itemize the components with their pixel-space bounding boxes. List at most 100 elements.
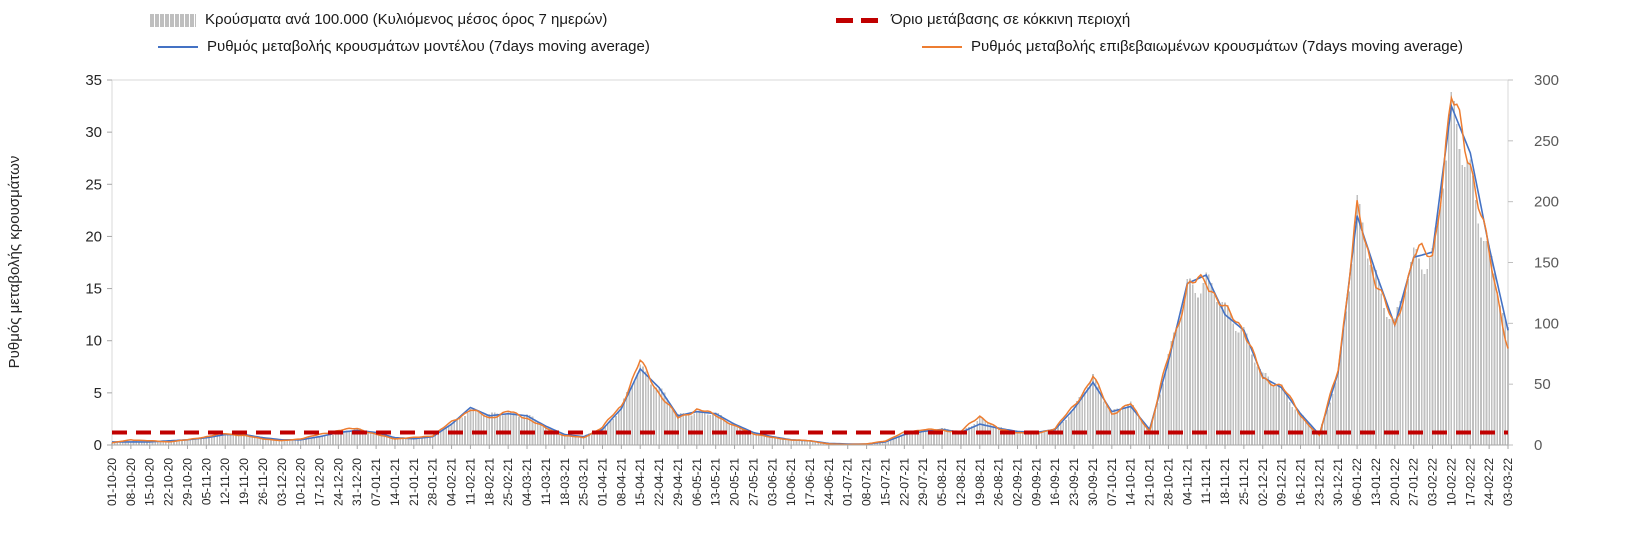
bar [752,432,755,445]
bar [1159,394,1162,445]
bar [1493,273,1496,445]
right-axis-tick-label: 0 [1534,437,1542,454]
bar [585,434,588,445]
bar [1418,258,1420,445]
bar [687,415,690,445]
bar [526,414,528,445]
bar [604,425,607,445]
bar [628,388,631,445]
bar [1329,402,1331,445]
bar [208,436,210,445]
bar [429,437,431,445]
bar [1013,431,1016,445]
bar [755,432,757,445]
bar [364,430,367,445]
bar [1213,294,1216,445]
x-axis-tick-label: 14-10-21 [1124,458,1138,506]
bar [1067,416,1070,445]
bar [351,430,353,445]
bar [1140,420,1143,445]
bar [1148,430,1151,445]
bar [251,435,253,445]
bar [1189,278,1191,445]
bar [154,441,156,445]
bar [380,433,383,445]
bar [342,430,345,445]
bar [1032,432,1035,445]
bar [1439,205,1442,445]
bar [1326,409,1329,445]
x-axis-tick-label: 18-11-21 [1218,458,1232,505]
bar [898,436,900,445]
bar [418,438,421,445]
x-axis-tick-label: 15-10-20 [143,458,157,506]
x-axis-tick-label: 19-11-20 [237,458,251,505]
x-axis-tick-label: 22-07-21 [897,458,911,506]
bar [1437,214,1439,445]
x-axis-tick-label: 16-09-21 [1048,458,1062,506]
bar [167,441,170,445]
bar [1434,227,1437,445]
bar [534,419,536,445]
x-axis-tick-label: 12-11-20 [218,458,232,505]
bar [391,437,394,445]
bar [655,387,658,445]
right-axis-tick-label: 300 [1534,72,1559,89]
bar [1399,300,1402,445]
bar [1496,291,1499,445]
bar [822,442,825,445]
bar [876,442,879,445]
bar [704,413,706,445]
x-axis-tick-label: 27-01-22 [1407,458,1421,506]
bar [305,437,307,445]
x-axis-tick-label: 25-03-21 [577,458,591,506]
bar [677,414,679,445]
bar [553,430,555,445]
bar [776,437,779,445]
bar [464,416,466,445]
bar [569,434,571,445]
bar [264,437,267,445]
bar [1164,369,1167,445]
left-axis-tick-label: 20 [85,228,102,245]
bar [299,438,302,445]
x-axis-tick-label: 02-12-21 [1256,458,1270,506]
x-axis-tick-label: 11-03-21 [539,458,553,505]
bar [146,441,148,445]
x-axis-tick-label: 21-01-21 [407,458,421,506]
bar [1453,100,1455,445]
bar [695,411,698,445]
legend-item-cases: Κρούσματα ανά 100.000 (Κυλιόμενος μέσος … [150,10,607,30]
bar [960,431,962,445]
right-axis-tick-label: 150 [1534,255,1559,272]
bar [1081,394,1084,445]
bar [334,434,337,445]
bar [763,435,766,445]
bar [1461,164,1464,445]
bar [1062,421,1065,445]
bar [997,426,1000,445]
bar [345,430,348,445]
x-axis-tick-label: 05-08-21 [935,458,949,506]
bar [946,428,949,445]
bar [817,442,819,445]
threshold-dash-icon [836,17,882,23]
bar [256,436,259,445]
bar [356,428,359,445]
bar [790,440,792,445]
bar [1229,313,1232,445]
bar [625,392,628,445]
bar [806,441,809,445]
bar [1469,159,1472,445]
bar [706,414,709,445]
bar [138,441,140,445]
bar [483,414,485,445]
bar [992,425,995,445]
x-axis-tick-label: 19-08-21 [973,458,987,506]
bar [480,413,483,445]
bar [310,437,313,445]
bar [1167,353,1170,445]
bar [1162,383,1164,445]
bar [900,434,903,445]
bar [1415,249,1418,445]
